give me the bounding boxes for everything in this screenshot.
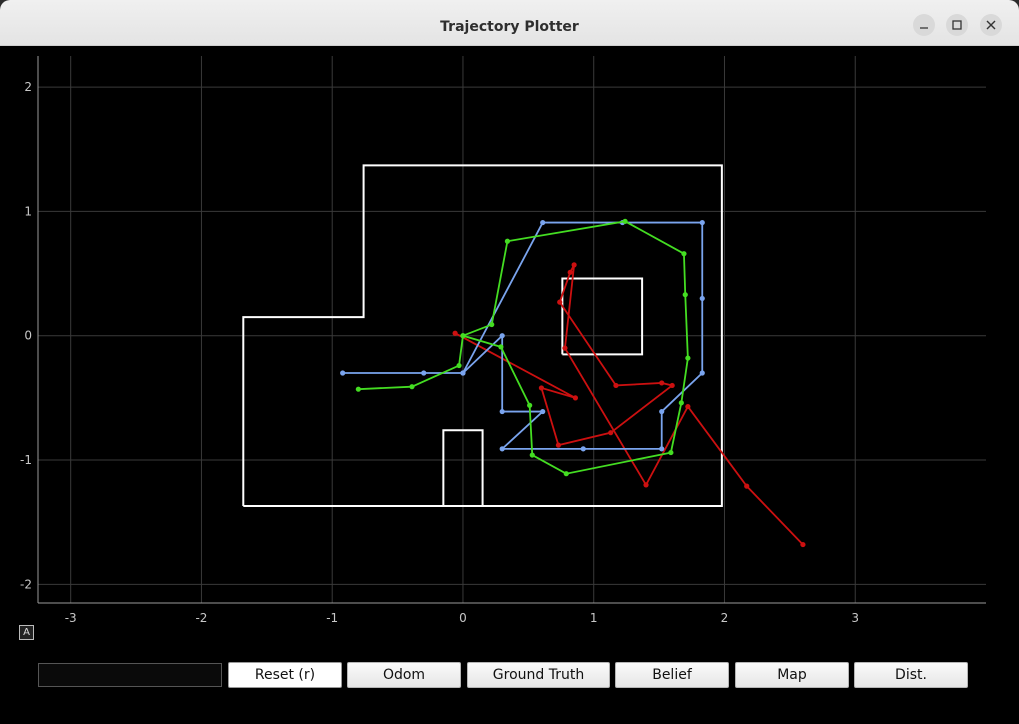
belief-point [355,386,361,392]
odom-point [744,483,750,489]
dist-button[interactable]: Dist. [854,662,968,688]
ground-truth-point [421,370,427,376]
ground-truth-point [540,219,546,226]
trajectory-plot[interactable]: -3 -2 -1 0 1 2 3 -2 -1 0 1 2 [0,46,1019,646]
ground-truth-point [699,370,705,376]
x-tick-label: -2 [195,611,207,625]
ground-truth-point [659,408,665,415]
odom-point [555,442,562,448]
odom-point [613,382,619,389]
close-button[interactable] [980,14,1002,36]
ground-truth-point [540,408,546,415]
title-bar[interactable]: Trajectory Plotter [0,0,1019,46]
map-wall [561,277,644,356]
minimize-icon [920,27,928,29]
y-tick-label: -1 [20,453,32,467]
maximize-icon [952,20,962,30]
x-tick-label: 3 [851,611,859,625]
belief-point [529,452,535,458]
belief-point [668,449,674,456]
belief-point [456,362,462,369]
odom-point [659,380,665,386]
reset-button[interactable]: Reset (r) [228,662,342,688]
odom-point [800,541,806,548]
belief-button[interactable]: Belief [615,662,729,688]
odom-point [685,403,691,410]
odom-point [572,395,579,401]
odom-point [562,345,568,351]
belief-point [681,251,687,257]
y-tick-label: 2 [24,80,32,94]
ground-truth-point [460,370,466,376]
ground-truth-point [699,219,705,226]
y-tick-label: 0 [24,329,32,343]
odom-point [669,382,675,389]
odom-point [567,269,573,275]
belief-point [489,321,495,328]
ground-truth-point [699,295,705,302]
odom-point [452,330,458,336]
ground-truth-point [499,408,505,415]
y-tick-label: -2 [20,577,32,591]
odom-point [557,299,563,305]
ground-truth-point [580,446,586,452]
ground-truth-point [499,333,505,339]
window-title: Trajectory Plotter [440,19,579,35]
x-tick-label: -1 [326,611,338,625]
odom-point [571,262,577,268]
x-tick-label: 1 [590,611,598,625]
x-tick-label: 0 [459,611,467,625]
odom-button[interactable]: Odom [347,662,461,688]
odom-point [538,385,545,391]
auto-range-button[interactable]: A [19,625,34,640]
belief-point [622,218,628,224]
ground-truth-point [499,446,505,452]
belief-point [409,384,415,390]
maximize-button[interactable] [946,14,968,36]
odom-point [643,482,649,488]
belief-point [563,471,569,477]
belief-point [682,292,688,298]
belief-point [498,344,504,350]
ground-truth-path [342,221,704,450]
minimize-button[interactable] [913,14,935,36]
odom-path [454,264,804,546]
map-wall [242,164,723,508]
belief-point [504,238,511,244]
x-tick-label: 2 [721,611,729,625]
belief-point [678,400,684,406]
ground-truth-point [659,446,665,452]
map-wall [442,429,484,507]
x-tick-label: -3 [65,611,77,625]
belief-point [685,355,691,361]
belief-point [460,333,466,339]
odom-point [608,430,614,436]
ground-truth-button[interactable]: Ground Truth [467,662,610,688]
belief-point [527,402,533,408]
y-tick-label: 1 [24,204,32,218]
status-field [38,663,222,687]
map-button[interactable]: Map [735,662,849,688]
ground-truth-point [340,370,346,376]
close-icon [986,20,996,30]
